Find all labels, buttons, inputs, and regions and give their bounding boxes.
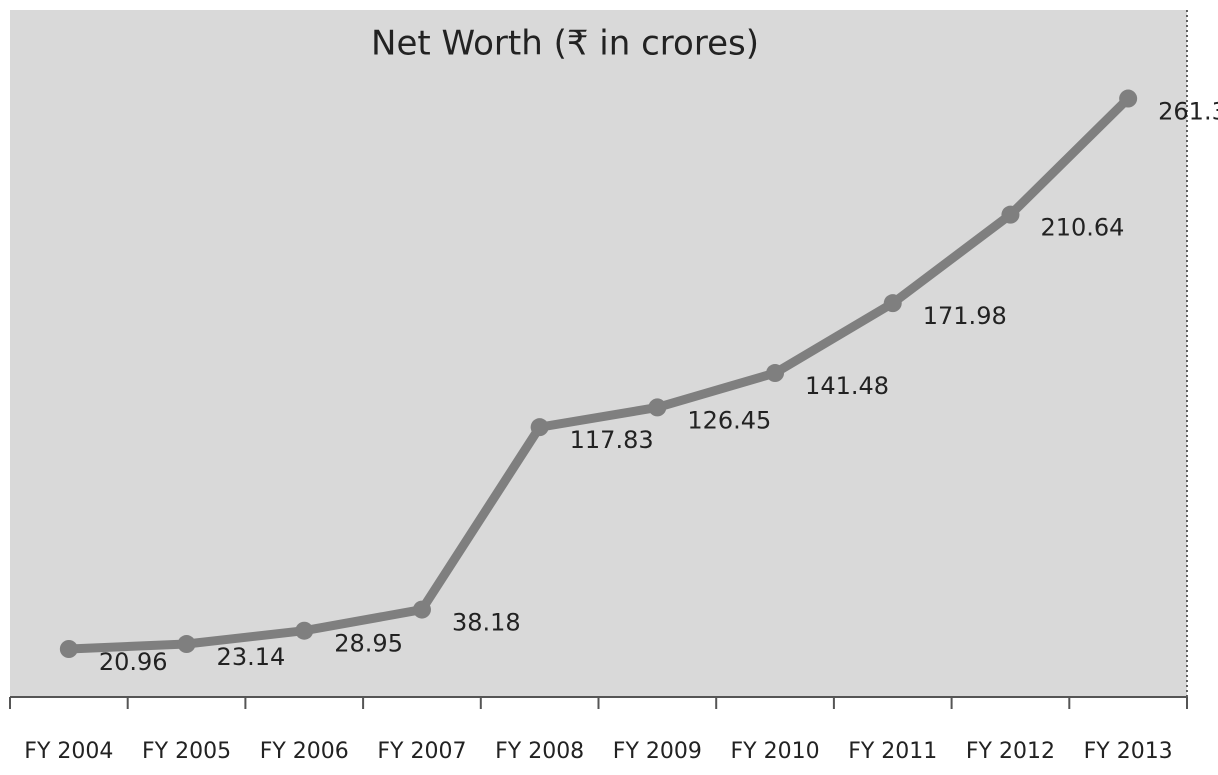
x-tick-label: FY 2006 <box>260 739 349 764</box>
value-label: 38.18 <box>452 609 521 637</box>
x-tick-label: FY 2013 <box>1084 739 1173 764</box>
marker <box>177 635 196 654</box>
marker <box>59 640 78 659</box>
marker <box>295 621 314 640</box>
value-label: 20.96 <box>99 648 168 676</box>
x-tick-label: FY 2007 <box>377 739 466 764</box>
x-tick-label: FY 2008 <box>495 739 584 764</box>
marker <box>530 418 549 437</box>
marker <box>1119 89 1138 108</box>
value-label: 23.14 <box>217 643 286 671</box>
x-tick-label: FY 2009 <box>613 739 702 764</box>
plot-area <box>10 10 1187 697</box>
x-tick-label: FY 2011 <box>848 739 937 764</box>
line <box>68 95 1132 654</box>
marker <box>648 398 667 417</box>
value-label: 171.98 <box>923 302 1007 330</box>
x-tick-label: FY 2004 <box>24 739 113 764</box>
value-label: 210.64 <box>1040 214 1124 242</box>
value-label: 141.48 <box>805 372 889 400</box>
marker <box>1001 205 1020 224</box>
value-label: 28.95 <box>334 630 403 658</box>
x-tick-label: FY 2012 <box>966 739 1055 764</box>
marker <box>883 294 902 313</box>
value-label: 261.33 <box>1158 98 1218 126</box>
x-tick-label: FY 2005 <box>142 739 231 764</box>
marker <box>412 600 431 619</box>
chart-title: Net Worth (₹ in crores) <box>371 24 759 64</box>
value-label: 126.45 <box>687 406 771 434</box>
x-tick-label: FY 2010 <box>731 739 820 764</box>
marker <box>766 364 785 383</box>
value-label: 117.83 <box>570 426 654 454</box>
